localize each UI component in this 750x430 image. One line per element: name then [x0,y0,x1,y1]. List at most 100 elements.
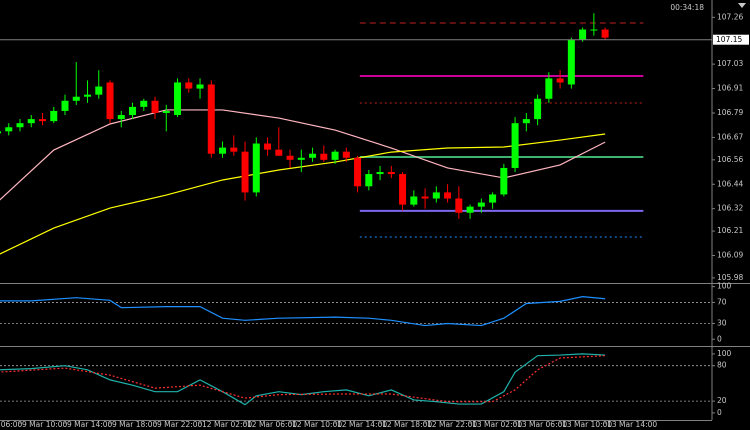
x-tick-label: 12 Mar 18:00 [382,420,432,429]
candle-body [162,110,170,113]
x-tick-label: 12 Mar 14:00 [337,420,387,429]
x-tick-label: 12 Mar 06:00 [247,420,297,429]
candle-body [556,78,564,83]
candle-body [320,153,328,160]
candle-body [477,202,485,207]
candle-body [196,84,204,89]
candle-body [579,29,587,40]
candle-body [61,100,69,111]
x-tick-label: 13 Mar 10:00 [562,420,612,429]
candle-body [342,151,350,158]
x-tick-label: 9 Mar 06:00 [0,420,23,429]
y-tick-label: 107.03 [717,59,743,68]
x-tick-label: 9 Mar 10:00 [22,420,68,429]
candle-body [16,123,24,128]
y-tick-label: 70 [717,297,727,306]
candle-body [0,131,1,134]
y-tick-label: 30 [717,318,727,327]
candle-body [84,94,92,97]
candle-body [545,78,553,99]
candle-body [522,119,530,124]
candle-body [219,147,227,154]
indicator-line [0,355,606,403]
y-tick-label: 106.44 [717,179,743,188]
y-tick-label: 106.21 [717,226,743,235]
candle-body [264,143,272,150]
candle-body [286,155,294,160]
x-tick-label: 13 Mar 14:00 [607,420,657,429]
x-tick-label: 9 Mar 22:00 [157,420,203,429]
candle-body [444,192,452,199]
candle-body [500,167,508,195]
x-tick-label: 12 Mar 10:00 [292,420,342,429]
candle-body [106,82,114,120]
indicator-line [0,296,606,327]
y-tick-label: 106.56 [717,155,743,164]
candle-body [511,123,519,168]
candle-body [95,86,103,95]
candle-body [410,196,418,205]
current-price-label: 107.15 [716,35,742,44]
candle-body [331,151,339,160]
main-plot [0,13,712,255]
candle-body [117,115,125,120]
candle-body [387,172,395,175]
candle-body [140,100,148,107]
y-tick-label: 106.79 [717,108,743,117]
candle-body [489,194,497,203]
candle-body [365,174,373,187]
x-tick-label: 9 Mar 18:00 [112,420,158,429]
candle-body [241,151,249,193]
candle-body [601,29,609,38]
y-tick-label: 0 [717,408,722,417]
candle-body [252,143,260,193]
oscillator-plot [0,296,712,327]
candle-body [230,147,238,152]
candle-body [567,39,575,85]
candle-body [309,153,317,158]
candle-body [376,172,384,175]
x-tick-label: 12 Mar 02:00 [202,420,252,429]
indicator-line [0,353,606,406]
y-tick-label: 105.98 [717,273,743,282]
y-tick-label: 106.91 [717,84,743,93]
candle-body [5,127,13,132]
candle-body [275,149,283,156]
current-price-box [713,34,749,45]
scroll-marker [738,3,746,8]
candle-body [39,119,47,122]
y-tick-label: 106.67 [717,132,743,141]
y-tick-label: 20 [717,396,727,405]
candle-body [590,29,598,31]
candle-body [354,157,362,187]
server-time: 00:34:18 [670,3,704,12]
candle-body [151,100,159,113]
candle-body [455,198,463,213]
x-tick-label: 13 Mar 02:00 [472,420,522,429]
y-tick-label: 106.32 [717,204,743,213]
candle-body [129,106,137,116]
candle-body [185,82,193,89]
x-tick-label: 12 Mar 22:00 [427,420,477,429]
indicator-line [0,109,606,201]
candle-body [432,192,440,199]
candle-body [534,98,542,120]
candle-body [174,82,182,116]
y-tick-label: 0 [717,334,722,343]
x-tick-label: 9 Mar 14:00 [67,420,113,429]
y-tick-label: 107.26 [717,12,743,21]
y-tick-label: 80 [717,361,727,370]
candle-body [50,110,58,122]
x-tick-label: 13 Mar 06:00 [517,420,567,429]
stochastic-plot [0,353,712,406]
y-tick-label: 106.09 [717,251,743,260]
y-tick-label: 100 [717,349,732,358]
candle-body [466,206,474,213]
candle-body [27,119,35,124]
candle-body [421,196,429,199]
candle-body [207,84,215,154]
